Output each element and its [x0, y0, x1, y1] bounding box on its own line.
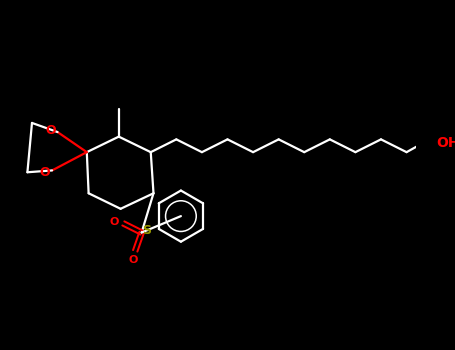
- Text: O: O: [45, 124, 56, 137]
- Text: O: O: [40, 166, 50, 179]
- Text: O: O: [129, 255, 138, 265]
- Text: S: S: [142, 224, 151, 237]
- Text: O: O: [110, 217, 119, 226]
- Text: OH: OH: [436, 136, 455, 150]
